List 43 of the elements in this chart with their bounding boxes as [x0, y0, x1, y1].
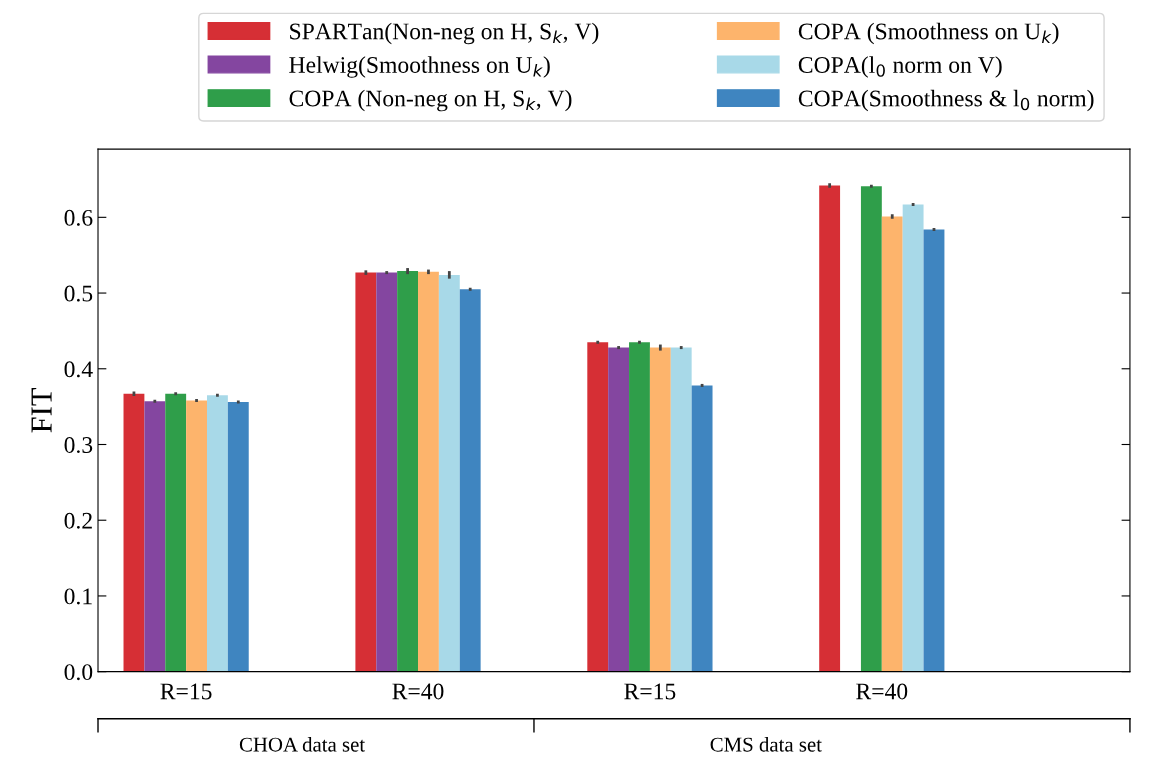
legend-label: SPARTan(Non-neg on H, S$_{k}$, V) [290, 22, 599, 45]
bar [355, 272, 377, 672]
y-tick-label: 0.0 [64, 664, 93, 681]
bar [186, 400, 207, 672]
x-tick-label: R=15 [624, 683, 676, 700]
y-tick-label: 0.6 [64, 209, 93, 226]
bar [207, 395, 228, 672]
x-tick-label: R=40 [856, 683, 908, 700]
bar [819, 185, 841, 672]
bar [881, 216, 903, 672]
y-tick-label: 0.4 [64, 361, 93, 378]
legend-label: COPA(Smoothness & l$_{0}$ norm) [798, 89, 1094, 112]
x-tick-label: R=40 [392, 683, 444, 700]
legend-label: Helwig(Smoothness on U$_{k}$) [289, 56, 550, 78]
text: CHOA data set [239, 736, 366, 752]
bar [860, 186, 882, 672]
bar [587, 342, 609, 672]
bar [459, 289, 481, 672]
legend-label: COPA (Non-neg on H, S$_{k}$, V) [289, 89, 572, 112]
x-tick-label: R=15 [160, 683, 212, 700]
bar [670, 347, 692, 672]
bar [608, 347, 630, 672]
bar [923, 229, 945, 672]
bar [438, 274, 460, 672]
bar [397, 271, 419, 672]
legend-label: COPA (Smoothness on U$_{k}$) [798, 22, 1059, 45]
bar [649, 347, 671, 672]
bar [165, 393, 187, 672]
bar [123, 393, 145, 672]
y-tick-label: 0.5 [64, 285, 93, 302]
bar [691, 385, 713, 672]
bar [418, 271, 439, 672]
y-tick-label: 0.3 [64, 436, 93, 454]
legend-label: COPA(l$_{0}$ norm on V) [798, 56, 1002, 78]
bar [227, 402, 249, 672]
bar [144, 401, 166, 672]
y-tick-label: 0.1 [64, 588, 92, 605]
y-axis-title: FIT [31, 388, 52, 433]
y-tick-label: 0.2 [64, 512, 92, 529]
text: CMS data set [710, 736, 822, 752]
bar [629, 342, 650, 672]
bar [376, 272, 398, 672]
bar [902, 204, 924, 672]
